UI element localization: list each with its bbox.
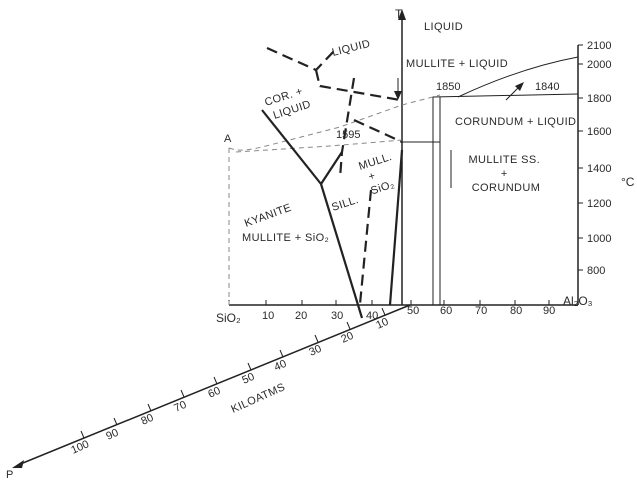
mull-sio2-line-2: + xyxy=(367,170,377,184)
t-axis-label: T xyxy=(395,7,403,21)
corner-mark: A xyxy=(224,133,232,145)
pressure-tick-marks xyxy=(80,307,386,439)
t-axis-arrow-icon xyxy=(398,9,406,20)
pressure-tick-40: 40 xyxy=(272,358,288,374)
cor-liquid-label: COR. + LIQUID xyxy=(263,84,312,123)
temp-1850-annotation: 1850 xyxy=(436,81,460,93)
temp-1840-annotation: 1840 xyxy=(535,81,559,93)
upper-liquid-dashed xyxy=(319,84,401,102)
mullite-dashed-1595 xyxy=(353,119,403,143)
temp-tick-2000: 2000 xyxy=(587,59,611,71)
composition-tick-marks xyxy=(228,300,550,305)
cor-liquid-dashed-short xyxy=(314,69,322,88)
cor-liquid-solid-boundary xyxy=(261,109,322,185)
corundum-liquid-label: CORUNDUM + LIQUID xyxy=(455,116,576,128)
composition-tick-50: 50 xyxy=(407,305,419,317)
pressure-tick-30: 30 xyxy=(307,343,323,359)
mullite-liquid-arrow-icon xyxy=(394,91,402,100)
pressure-tick-70: 70 xyxy=(172,399,188,415)
pressure-axis-label: KILOATMS xyxy=(229,381,287,416)
pressure-tick-10: 10 xyxy=(374,316,390,332)
mullite-ss-line-1: MULLITE SS. xyxy=(468,154,540,166)
composition-tick-20: 20 xyxy=(295,310,307,322)
pressure-tick-20: 20 xyxy=(339,330,355,346)
pressure-axis xyxy=(17,304,411,466)
liquid-top-label: LIQUID xyxy=(424,21,463,33)
liquidus-1850-plateau xyxy=(432,93,579,98)
mullite-sio2-label: MULLITE + SiO₂ xyxy=(242,232,329,244)
sill-kyanite-dashed-curve xyxy=(338,77,356,179)
temp-tick-1200: 1200 xyxy=(587,198,611,210)
pressure-tick-100: 100 xyxy=(69,438,91,456)
pressure-tick-80: 80 xyxy=(139,412,155,428)
corundum-liquidus-curve xyxy=(457,56,579,98)
temperature-tick-marks xyxy=(578,44,583,271)
liquid-upper-label: LIQUID xyxy=(331,38,372,59)
temp-tick-1000: 1000 xyxy=(587,233,611,245)
temp-1595-annotation: 1595 xyxy=(336,129,360,141)
triple-point-to-1595 xyxy=(320,151,343,185)
sio2-label: SiO₂ xyxy=(216,311,241,325)
kyanite-label: KYANITE xyxy=(243,202,293,230)
pressure-axis-symbol: P xyxy=(6,469,13,481)
mull-sio2-dashed xyxy=(358,189,373,305)
backplane-liquidus-dashed xyxy=(228,94,441,151)
cor-liquid-dashed-boundary xyxy=(266,46,337,72)
mullite-ss-line-3: CORUNDUM xyxy=(472,182,541,194)
composition-tick-80: 80 xyxy=(510,305,522,317)
temp-tick-1600: 1600 xyxy=(587,126,611,138)
mullite-ss-line-2: + xyxy=(501,168,508,180)
mullite-ss-corundum-label: MULLITE SS. + CORUNDUM xyxy=(468,154,543,194)
composition-tick-10: 10 xyxy=(262,310,274,322)
composition-tick-60: 60 xyxy=(440,305,452,317)
pressure-axis-arrow-icon xyxy=(12,460,24,468)
temp-tick-800: 800 xyxy=(587,265,605,277)
temp-unit-label: °C xyxy=(621,175,635,189)
pressure-tick-labels: 10 20 30 40 50 60 70 80 90 100 xyxy=(69,316,390,457)
mull-boundary-right xyxy=(388,149,404,306)
composition-tick-90: 90 xyxy=(543,305,555,317)
mull-sio2-line-1: MULL. xyxy=(357,151,393,173)
backplane-1595-dashed xyxy=(235,139,403,153)
composition-tick-70: 70 xyxy=(475,305,487,317)
pressure-tick-50: 50 xyxy=(240,371,256,387)
sill-label: SILL. xyxy=(330,194,360,214)
temp-tick-2100: 2100 xyxy=(587,40,611,52)
temp-tick-1400: 1400 xyxy=(587,163,611,175)
pressure-tick-60: 60 xyxy=(206,385,222,401)
mullite-liquid-label: MULLITE + LIQUID xyxy=(406,58,508,70)
pressure-tick-90: 90 xyxy=(104,427,120,443)
composition-tick-30: 30 xyxy=(331,310,343,322)
temp-tick-1800: 1800 xyxy=(587,93,611,105)
kyanite-sill-boundary xyxy=(319,183,364,319)
corundum-arrow-icon xyxy=(515,82,524,91)
